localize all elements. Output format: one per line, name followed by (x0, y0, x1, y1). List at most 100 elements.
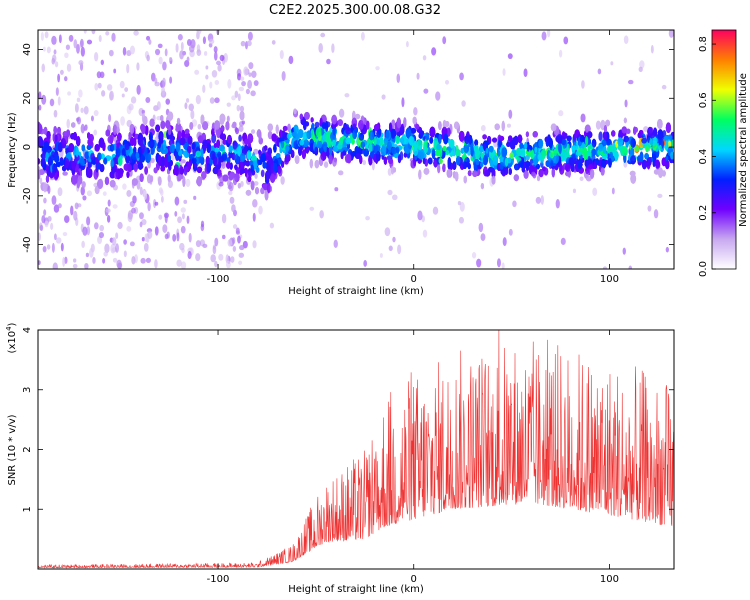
spectrogram-point (437, 163, 441, 174)
spectrogram-point (164, 233, 169, 240)
spectrogram-point (318, 43, 323, 53)
spectrogram-point (176, 259, 182, 267)
spectrogram-point (67, 91, 72, 96)
spectrogram-point (107, 199, 111, 207)
spectrogram-point (150, 157, 155, 164)
spectrogram-point (41, 63, 46, 73)
spectrogram-point (538, 169, 544, 178)
spectrogram-point (279, 50, 284, 60)
spectrogram-point (245, 189, 252, 196)
spectrogram-point (131, 178, 138, 186)
spectrogram-point (145, 35, 151, 41)
spectrogram-point (523, 169, 529, 179)
spectrogram-point (86, 190, 92, 197)
spectrogram-point (169, 159, 173, 167)
spectrogram-point (219, 54, 225, 62)
spectrogram-point (169, 57, 173, 62)
spectrogram-point (59, 69, 64, 75)
spectrogram-point (86, 39, 93, 45)
spectrogram-point (580, 113, 586, 123)
spectrogram-point (83, 30, 87, 34)
spectrogram-point (38, 260, 41, 265)
spectrogram-point (240, 76, 245, 81)
spectrogram-point (214, 260, 218, 268)
spectrogram-point (423, 88, 429, 94)
spectrogram-point (234, 153, 240, 165)
spectrogram-point (459, 72, 464, 81)
spectrogram-point (232, 245, 237, 252)
spectrogram-point (221, 213, 227, 224)
spectrogram-point (93, 109, 99, 117)
spectrogram-point (558, 110, 564, 117)
spectrogram-point (148, 39, 152, 45)
spectrogram-point (314, 121, 320, 129)
spectrogram-point (122, 47, 127, 56)
spectrogram-point (661, 84, 667, 90)
spectrogram-point (326, 58, 331, 65)
spectrogram-point (43, 181, 47, 193)
spectrogram-point (73, 132, 78, 141)
spectrogram-point (143, 189, 148, 200)
spectrogram-point (126, 225, 132, 232)
spectrogram-point (81, 181, 86, 189)
spectrogram-point (38, 104, 42, 111)
spectrogram-point (247, 31, 253, 41)
spectrogram-point (227, 79, 232, 89)
spectrogram-point (226, 260, 231, 269)
spectrogram-point (41, 94, 47, 105)
spectrogram-point (154, 48, 161, 56)
spectrogram-point (202, 243, 208, 248)
spectrogram-point (231, 204, 236, 213)
spectrogram-point (195, 240, 201, 248)
spectrogram-point (78, 60, 84, 66)
spectrogram-point (74, 103, 79, 113)
spectrogram-point (566, 135, 572, 142)
spectrogram-point (175, 122, 182, 131)
spectrogram-point (222, 234, 226, 240)
spectrogram-point (46, 244, 51, 250)
spectrogram-point (229, 196, 235, 204)
spectrogram-point (112, 204, 118, 209)
spectrogram-point (442, 36, 447, 45)
spectrogram-point (109, 90, 114, 101)
spectrogram-point (141, 112, 146, 124)
spectrogram-point (417, 210, 423, 221)
spectrogram-point (214, 97, 220, 104)
spectrogram-point (226, 115, 230, 123)
spectrogram-point (96, 71, 102, 79)
spectrogram-point (492, 137, 498, 143)
spectrogram-point (662, 129, 667, 138)
spectrogram-point (139, 212, 144, 220)
spectrogram-point (84, 262, 89, 269)
spectrogram-point (535, 196, 542, 204)
spectrogram-point (129, 241, 135, 247)
spectrogram-point (180, 207, 186, 213)
spectrogram-point (238, 252, 245, 258)
spectrogram-point (179, 50, 184, 60)
spectrogram-point (454, 121, 460, 130)
spectrogram-point (432, 206, 439, 215)
spectrogram-point (176, 232, 180, 242)
spectrogram-point (216, 139, 221, 149)
spectrogram-point (581, 80, 585, 89)
spectrogram-point (76, 43, 80, 54)
spectrogram-point (177, 216, 182, 224)
spectrogram-point (74, 202, 79, 210)
spectrogram-point (57, 187, 63, 197)
spectrogram-point (55, 237, 62, 244)
spectrogram-point (497, 150, 501, 157)
spectrogram-point (104, 243, 110, 254)
spectrogram-point (193, 195, 197, 200)
spectrogram-point (115, 232, 119, 239)
spectrogram-point (160, 165, 166, 172)
spectrogram-point (275, 124, 279, 134)
spectrogram-point (139, 221, 143, 228)
spectrogram-point (39, 224, 44, 231)
spectrogram-point (167, 111, 174, 121)
spectrogram-point (337, 170, 344, 176)
spectrogram-point (459, 201, 465, 212)
spectrogram-point (136, 84, 141, 95)
spectrogram-point (579, 176, 584, 182)
spectrogram-point (246, 40, 252, 47)
spectrogram-point (532, 131, 538, 138)
